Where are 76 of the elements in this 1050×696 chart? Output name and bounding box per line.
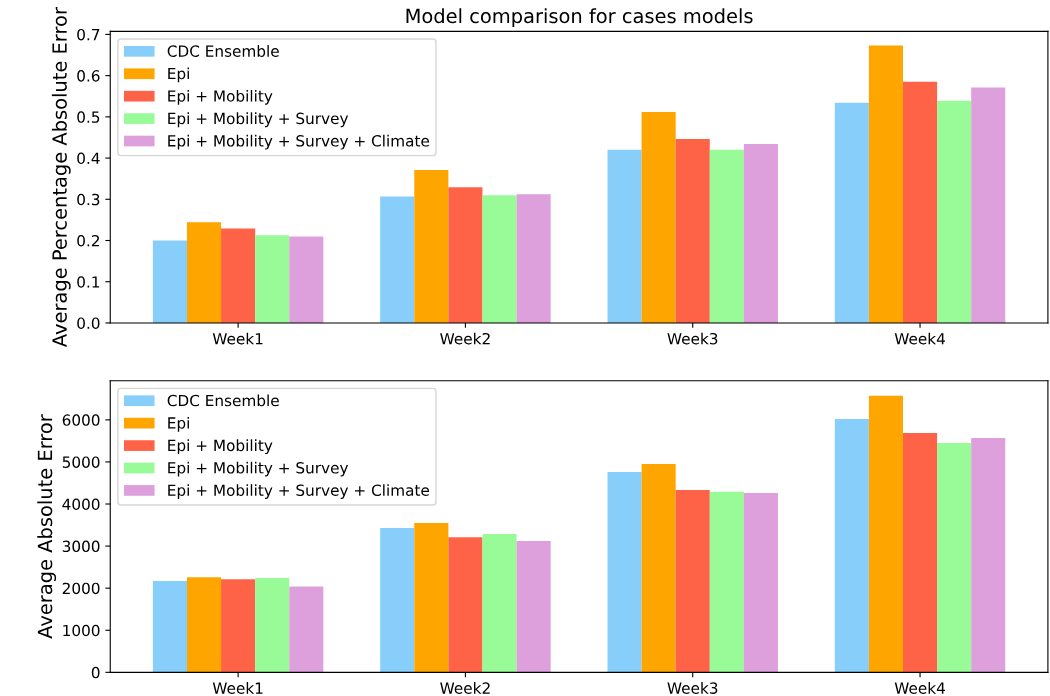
y-tick-label: 0.3 [77,193,100,206]
bar [482,533,517,673]
bar [834,419,869,673]
y-tick-label: 0.5 [77,111,100,123]
bar [516,541,551,673]
bar [971,437,1006,673]
legend-label: Epi + Mobility + Survey + Climate [168,134,430,150]
bar [709,491,744,673]
bar [641,111,676,323]
bar [743,144,778,323]
y-axis-title: Average Absolute Error [37,414,57,639]
bar [414,170,449,323]
x-tick-label: Week3 [667,682,718,694]
bar [255,578,290,673]
legend-label: Epi [168,416,189,432]
bar [186,222,222,323]
bar [448,187,483,323]
bar [902,81,938,323]
y-tick-label: 0.1 [77,276,100,288]
y-tick-label: 0 [91,666,100,679]
bar [607,472,642,673]
bar [152,581,187,673]
bar [868,395,903,673]
bar [868,45,903,323]
bar [607,149,642,323]
x-tick-label: Week2 [440,332,490,345]
y-tick-label: 2000 [62,582,100,595]
y-tick-label: 1000 [63,624,100,637]
bar [380,528,415,673]
y-tick-label: 5000 [62,456,100,468]
bar [221,228,256,323]
x-tick-label: Week2 [440,682,490,694]
bar [709,149,744,323]
y-tick-label: 4000 [62,498,100,511]
bar [971,87,1006,323]
y-tick-label: 0.4 [77,152,100,165]
y-tick-label: 3000 [62,540,100,553]
x-tick-label: Week4 [894,682,945,694]
x-tick-label: Week3 [667,332,718,345]
legend-label: Epi + Mobility + Survey + Climate [168,484,430,499]
bar [482,195,517,323]
bar [414,522,449,673]
bar [834,102,869,323]
y-tick-label: 6000 [62,414,100,426]
x-tick-label: Week1 [212,682,263,694]
legend-label: Epi [168,67,189,83]
bar [448,537,483,673]
y-tick-label: 0.6 [77,70,100,82]
bar [743,493,778,673]
bar [937,442,972,673]
bar [221,579,256,673]
x-tick-label: Week1 [212,332,263,345]
y-tick-label: 0.0 [77,317,100,329]
legend-label: Epi + Mobility [168,89,273,105]
bar [641,464,676,673]
bar [937,100,972,323]
y-tick-label: 0.2 [77,234,99,247]
bar [289,586,324,673]
bar [186,577,222,673]
legend-label: Epi + Mobility + Survey [168,461,349,477]
x-tick-label: Week4 [894,332,945,345]
legend-label: Epi + Mobility [168,439,273,455]
legend-label: Epi + Mobility + Survey [168,112,349,128]
y-axis-title: Average Percentage Absolute Error [51,7,71,348]
legend-label: CDC Ensemble [167,45,279,57]
bar [380,196,415,323]
bar [289,236,324,323]
bar [675,139,710,323]
chart-title: Model comparison for cases models [406,8,753,28]
bar [255,235,290,323]
bar [516,194,551,323]
y-tick-label: 0.7 [77,28,100,41]
bar [152,240,187,323]
bar [902,432,938,673]
bar [675,490,710,673]
legend-label: CDC Ensemble [167,394,279,407]
